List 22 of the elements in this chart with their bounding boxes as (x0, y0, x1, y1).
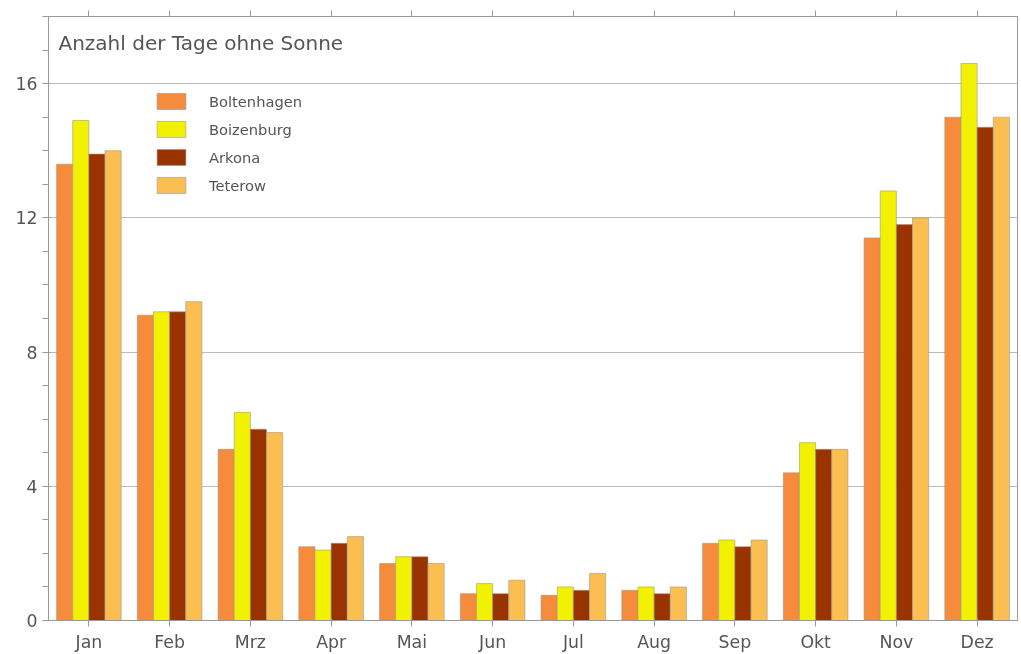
x-tick-label: Okt (800, 631, 832, 652)
y-tick-label: 16 (15, 74, 38, 95)
x-tick-label: Mrz (234, 631, 266, 652)
x-tick-label: Sep (718, 631, 752, 652)
x-tick-label: Jun (478, 631, 507, 652)
x-tick-label: Nov (879, 631, 914, 652)
x-tick-label: Jan (74, 631, 103, 652)
x-tick-label: Mai (396, 631, 428, 652)
x-tick-label: Jul (561, 631, 584, 652)
y-tick-label: 0 (26, 611, 38, 631)
x-tick-label: Apr (316, 631, 347, 652)
y-tick-label: 4 (26, 476, 38, 497)
x-tick-label: Aug (637, 631, 672, 652)
x-tick-label: Dez (960, 631, 994, 652)
text: Anzahl der Tage ohne Sonne (58, 30, 344, 55)
y-tick-label: 12 (15, 208, 38, 229)
legend-label: Teterow (209, 176, 266, 194)
legend-label: Boltenhagen (209, 92, 303, 110)
legend-label: Boizenburg (209, 120, 292, 138)
legend-label: Arkona (209, 148, 261, 166)
y-tick-label: 8 (26, 342, 38, 363)
x-tick-label: Feb (154, 631, 185, 652)
